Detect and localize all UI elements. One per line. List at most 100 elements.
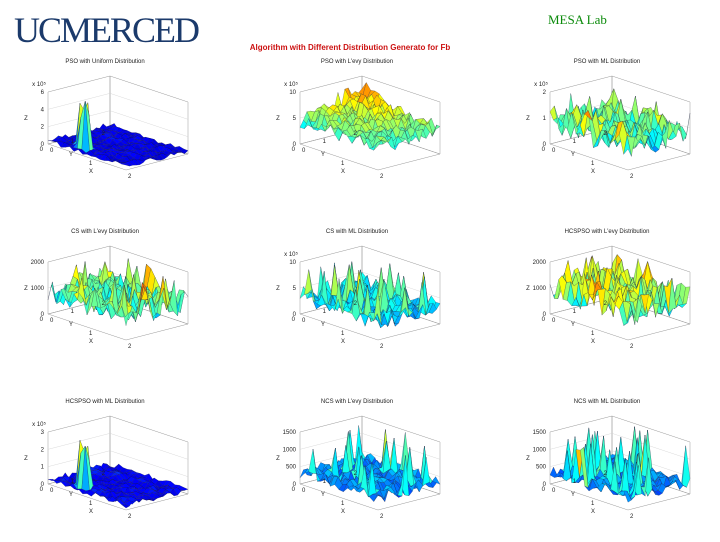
z-axis-label: Z	[24, 286, 28, 292]
x-tick-label: 2	[630, 344, 634, 350]
x-tick-label: 2	[380, 174, 384, 180]
x-axis-label: X	[89, 509, 93, 515]
plot-title: CS with ML Distribution	[326, 229, 388, 235]
plot-title: CS with L'evy Distribution	[71, 229, 139, 235]
y-tick-label: 1	[573, 139, 577, 145]
y-axis-label: Y	[321, 152, 325, 158]
lab-label: MESA Lab	[548, 12, 607, 28]
plot-title: HCSPSO with L'evy Distribution	[565, 229, 650, 235]
x-tick-label: 0	[302, 148, 306, 154]
surface-mesh	[300, 83, 440, 151]
x-axis-label: X	[591, 339, 595, 345]
surface-mesh	[300, 262, 440, 328]
x-tick-label: 1	[591, 331, 595, 337]
surface-mesh	[300, 426, 440, 502]
x-axis-label: X	[89, 169, 93, 175]
z-tick-label: 5	[293, 116, 297, 122]
x-tick-label: 2	[128, 344, 132, 350]
y-axis-label: Y	[321, 322, 325, 328]
surface-plot-svg: CS with L'evy Distribution010002000Z0120…	[10, 222, 200, 372]
z-tick-label: 1000	[533, 447, 547, 453]
plot-title: NCS with ML Distribution	[574, 399, 640, 405]
x-axis-label: X	[591, 509, 595, 515]
x-tick-label: 2	[380, 514, 384, 520]
x-tick-label: 2	[128, 174, 132, 180]
x-tick-label: 1	[89, 161, 93, 167]
x-tick-label: 1	[591, 161, 595, 167]
z-axis-label: Z	[526, 456, 530, 462]
y-tick-label: 1	[323, 139, 327, 145]
z-axis-label: Z	[526, 286, 530, 292]
x-axis-label: X	[341, 169, 345, 175]
x-axis-label: X	[341, 339, 345, 345]
z-tick-label: 1	[41, 465, 45, 471]
z-tick-label: 1500	[533, 430, 547, 436]
z-gridline	[48, 433, 188, 459]
y-axis-label: Y	[321, 492, 325, 498]
z-tick-label: 1000	[283, 447, 297, 453]
y-axis-label: Y	[69, 322, 73, 328]
x-tick-label: 0	[50, 488, 54, 494]
z-tick-label: 1500	[283, 430, 297, 436]
z-tick-label: 3	[41, 430, 45, 436]
logo-text: UCMERCED	[14, 10, 199, 50]
z-tick-label: 2	[41, 125, 45, 131]
x-tick-label: 2	[630, 174, 634, 180]
z-multiplier: x 10⁵	[32, 421, 46, 428]
y-axis-label: Y	[571, 152, 575, 158]
x-tick-label: 0	[552, 318, 556, 324]
x-tick-label: 1	[341, 331, 345, 337]
z-tick-label: 500	[536, 465, 547, 471]
plot-title: HCSPSO with ML Distribution	[65, 399, 144, 405]
uc-merced-logo: UCMERCED	[12, 6, 212, 50]
y-axis-label: Y	[571, 492, 575, 498]
x-tick-label: 0	[552, 488, 556, 494]
plot-title: PSO with L'evy Distribution	[321, 59, 393, 65]
z-tick-label: 4	[41, 107, 45, 113]
z-axis-label: Z	[24, 116, 28, 122]
y-tick-label: 1	[573, 309, 577, 315]
z-multiplier: x 10⁵	[284, 251, 298, 258]
plot-title: NCS with L'evy Distribution	[321, 399, 393, 405]
surface-plot-svg: HCSPSO with L'evy Distribution010002000Z…	[512, 222, 702, 372]
surface-mesh	[48, 259, 188, 326]
y-tick-label: 1	[323, 309, 327, 315]
z-tick-label: 2000	[31, 260, 45, 266]
surface-facet	[361, 314, 369, 326]
z-axis-label: Z	[24, 456, 28, 462]
y-axis-label: Y	[69, 152, 73, 158]
x-tick-label: 2	[128, 514, 132, 520]
x-tick-label: 0	[50, 318, 54, 324]
z-axis-label: Z	[276, 286, 280, 292]
y-tick-label: 1	[71, 309, 75, 315]
x-tick-label: 1	[341, 161, 345, 167]
z-tick-label: 2000	[533, 260, 547, 266]
x-tick-label: 1	[89, 331, 93, 337]
x-axis-label: X	[89, 339, 93, 345]
plot-title: PSO with ML Distribution	[574, 59, 640, 65]
x-tick-label: 0	[50, 148, 54, 154]
x-axis-label: X	[341, 509, 345, 515]
z-tick-label: 500	[286, 465, 297, 471]
x-tick-label: 0	[302, 318, 306, 324]
surface-facet	[48, 282, 56, 302]
surface-mesh	[550, 89, 690, 157]
x-tick-label: 1	[341, 501, 345, 507]
surface-plot-svg: NCS with L'evy Distribution050010001500Z…	[262, 392, 452, 542]
surface-facet	[309, 449, 317, 474]
z-multiplier: x 10⁵	[32, 81, 46, 88]
x-tick-label: 2	[630, 514, 634, 520]
z-tick-label: 6	[41, 90, 45, 96]
x-tick-label: 1	[89, 501, 93, 507]
z-multiplier: x 10⁵	[534, 81, 548, 88]
